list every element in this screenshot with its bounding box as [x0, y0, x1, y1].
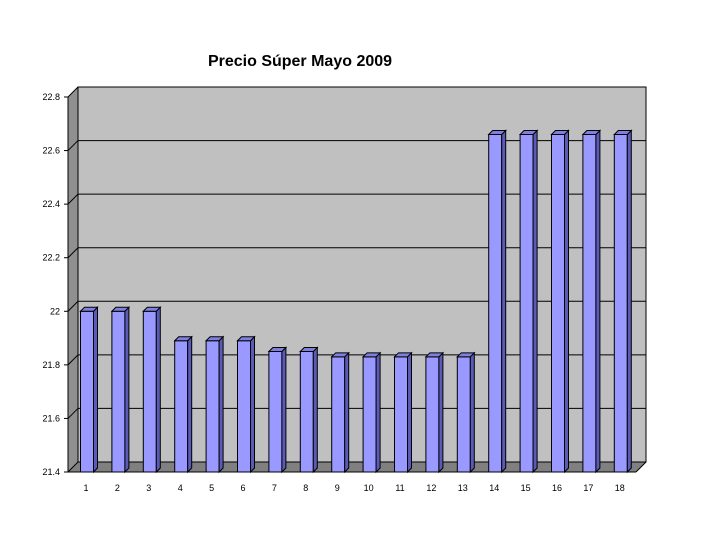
bar-side: [281, 346, 287, 474]
x-tick-label: 12: [426, 483, 436, 493]
bar: [331, 356, 346, 473]
bar: [613, 134, 628, 473]
bar: [394, 356, 408, 473]
bar: [237, 340, 251, 473]
x-tick-label: 7: [272, 483, 277, 493]
bar-side: [344, 351, 350, 474]
bar: [80, 310, 94, 473]
bar-top: [581, 130, 602, 135]
x-tick-label: 3: [146, 483, 151, 493]
y-tick-label: 21.4: [42, 467, 60, 477]
bar-side: [438, 351, 444, 474]
plot-side-wall: [68, 87, 78, 472]
gridline-side: [67, 193, 79, 205]
bar-side: [501, 129, 507, 474]
bar-side: [124, 306, 130, 474]
x-tick-label: 18: [615, 483, 625, 493]
bar-side: [155, 306, 161, 474]
floor-edge: [635, 461, 647, 473]
bar-top: [110, 306, 131, 312]
y-tick-label: 22.4: [42, 199, 60, 209]
bar-top: [456, 352, 476, 358]
gridline-side: [67, 408, 79, 419]
bar: [551, 134, 565, 473]
bar-side: [218, 335, 224, 474]
bar-top: [330, 352, 350, 358]
bar: [456, 356, 471, 473]
bar: [425, 356, 440, 473]
x-tick-label: 4: [178, 483, 183, 493]
bar-top: [424, 352, 445, 358]
bar-side: [532, 129, 538, 474]
bar-side: [564, 129, 569, 474]
y-tick-label: 22.6: [42, 146, 60, 156]
bar-top: [518, 130, 539, 135]
bar-side: [469, 351, 475, 474]
gridline-side: [67, 86, 79, 98]
gridline-side: [67, 300, 79, 312]
x-tick-label: 17: [583, 483, 593, 493]
bar-side: [312, 346, 318, 474]
x-tick-label: 15: [521, 483, 531, 493]
bar-side: [626, 129, 632, 474]
bar-top: [299, 346, 319, 352]
bar-top: [267, 346, 288, 352]
chart-title: Precio Súper Mayo 2009: [207, 53, 393, 70]
bar-side: [250, 335, 255, 474]
bar: [205, 340, 220, 473]
x-tick-label: 10: [364, 483, 374, 493]
bar-top: [550, 130, 570, 135]
x-tick-label: 8: [303, 483, 308, 493]
bar: [299, 350, 314, 473]
bar: [111, 310, 126, 473]
bar-side: [187, 335, 193, 474]
bar-top: [236, 336, 256, 342]
x-tick-label: 6: [240, 483, 245, 493]
bar-side: [595, 129, 601, 474]
bar-top: [79, 306, 99, 312]
x-tick-label: 2: [115, 483, 120, 493]
x-tick-label: 1: [83, 483, 88, 493]
bar: [582, 134, 597, 473]
x-tick-label: 11: [395, 483, 404, 493]
gridline-side: [67, 247, 79, 259]
bar: [519, 134, 534, 473]
bar-top: [361, 352, 382, 358]
bar: [268, 350, 283, 473]
x-tick-label: 9: [335, 483, 340, 493]
bar-side: [93, 306, 98, 474]
gridline-side: [67, 140, 79, 151]
y-tick-label: 21.6: [42, 413, 60, 423]
bar-top: [393, 352, 413, 358]
bar-side: [407, 351, 412, 474]
gridline-side: [67, 354, 79, 366]
bar: [142, 310, 157, 473]
bar-side: [375, 351, 381, 474]
bar: [362, 356, 377, 473]
plot-border: [77, 86, 647, 463]
bar-top: [173, 336, 193, 342]
y-tick-label: 22.2: [42, 253, 60, 263]
x-tick-label: 13: [458, 483, 468, 493]
bar-top: [487, 130, 507, 135]
y-tick-label: 22: [50, 306, 60, 316]
x-tick-label: 16: [552, 483, 562, 493]
bar-top: [613, 130, 633, 135]
y-tick-label: 21.8: [42, 360, 60, 370]
bar: [174, 340, 189, 473]
y-tick-label: 22.8: [42, 92, 60, 102]
bar-top: [204, 336, 225, 342]
gridline-side: [67, 461, 79, 473]
x-tick-label: 5: [209, 483, 214, 493]
bar: [488, 134, 503, 473]
bar-top: [142, 306, 162, 312]
x-tick-label: 14: [489, 483, 499, 493]
